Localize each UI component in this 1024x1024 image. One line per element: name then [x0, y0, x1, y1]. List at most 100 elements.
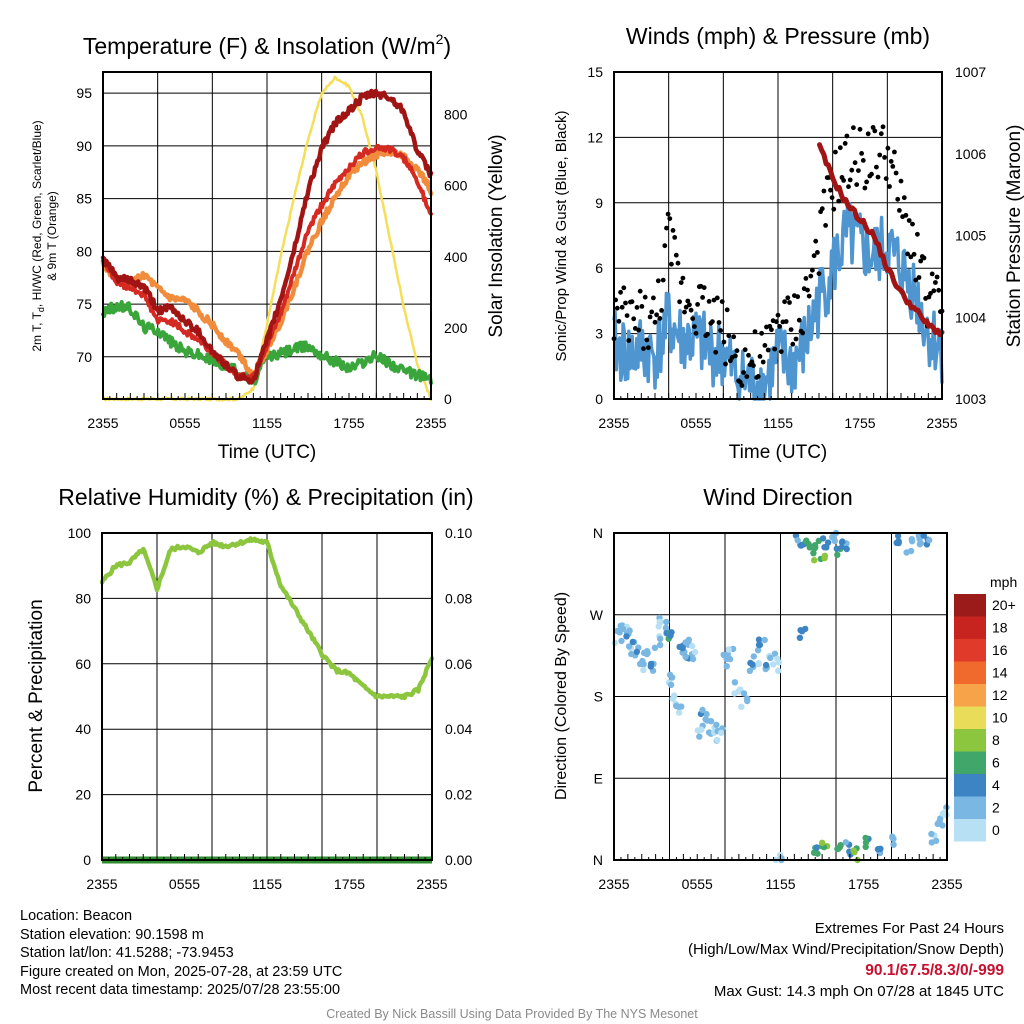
- direction-point: [895, 539, 902, 547]
- gust-point: [623, 300, 628, 306]
- gust-point: [783, 319, 789, 324]
- gust-point: [614, 305, 620, 311]
- gust-point: [782, 299, 787, 305]
- gust-point: [901, 195, 907, 201]
- gust-point: [742, 347, 748, 353]
- direction-point: [651, 644, 659, 651]
- gust-point: [619, 304, 625, 310]
- legend-swatch: [954, 706, 986, 729]
- gust-point: [918, 258, 924, 264]
- direction-point: [839, 538, 846, 545]
- direction-point: [617, 622, 624, 629]
- direction-point: [813, 844, 820, 851]
- legend-swatch: [954, 684, 986, 707]
- wind-y2label: Station Pressure (Maroon): [1004, 125, 1024, 348]
- max-gust: Max Gust: 14.3 mph On 07/28 at 1845 UTC: [713, 983, 1004, 1000]
- legend-label: 16: [992, 642, 1008, 658]
- station-location: Location: Beacon: [20, 908, 133, 924]
- rh-xtick-label: 2355: [416, 876, 447, 892]
- direction-point: [655, 623, 662, 630]
- gust-point: [854, 182, 860, 188]
- legend-swatch: [954, 594, 986, 617]
- gust-point: [844, 133, 850, 139]
- direction-point: [689, 655, 697, 663]
- gust-point: [714, 295, 720, 301]
- dir-xtick-label: 2355: [931, 876, 962, 892]
- direction-point: [928, 830, 935, 838]
- rh-xtick-label: 1155: [252, 876, 282, 892]
- gust-point: [831, 206, 837, 212]
- gust-point: [860, 158, 866, 163]
- gust-point: [769, 327, 774, 333]
- temp-panel: Temperature (F) & Insolation (W/m2) 2355…: [30, 31, 507, 463]
- rh-ytick-label: 60: [75, 656, 91, 672]
- gust-point: [731, 334, 737, 340]
- direction-point: [731, 679, 739, 686]
- direction-point: [821, 544, 828, 551]
- legend-swatch: [954, 774, 986, 797]
- gust-point: [851, 125, 856, 131]
- gust-point: [687, 302, 692, 308]
- extremes-values: 90.1/67.5/8.3/0/-999: [865, 962, 1004, 979]
- gust-point: [806, 293, 812, 299]
- gust-point: [755, 374, 761, 379]
- direction-point: [796, 634, 804, 641]
- direction-point: [725, 646, 732, 653]
- direction-point: [747, 659, 754, 667]
- gust-point: [805, 287, 810, 293]
- rh-xtick-label: 2355: [86, 876, 117, 892]
- gust-point: [646, 345, 651, 351]
- gust-point: [777, 324, 782, 329]
- wind-ytick-label: 3: [595, 326, 603, 342]
- direction-point: [850, 847, 857, 854]
- direction-point: [806, 544, 813, 551]
- legend-label: 20+: [992, 597, 1016, 613]
- direction-point: [755, 660, 762, 667]
- gust-point: [836, 198, 842, 204]
- direction-point: [691, 648, 699, 656]
- gust-point: [788, 327, 794, 332]
- gust-point: [887, 184, 892, 189]
- gust-point: [878, 131, 884, 137]
- gust-point: [651, 295, 656, 301]
- dir-xtick-label: 2355: [598, 876, 629, 892]
- gust-point: [872, 128, 878, 134]
- direction-point: [713, 721, 720, 729]
- gust-point: [857, 126, 863, 132]
- gust-point: [837, 145, 843, 151]
- dir-ytick-label: W: [590, 607, 604, 623]
- direction-point: [819, 839, 826, 846]
- gust-point: [882, 155, 887, 160]
- gust-point: [908, 254, 914, 260]
- gust-point: [890, 164, 896, 169]
- gust-point: [665, 211, 671, 217]
- wind-xlabel: Time (UTC): [729, 442, 828, 463]
- gust-point: [739, 383, 745, 388]
- gust-point: [721, 339, 727, 345]
- gust-point: [795, 294, 801, 300]
- direction-point: [889, 834, 896, 842]
- gust-point: [652, 319, 658, 325]
- gust-point: [741, 370, 746, 375]
- temp-xlabel: Time (UTC): [218, 442, 317, 463]
- gust-point: [700, 295, 705, 300]
- legend-label: 10: [992, 710, 1008, 726]
- dir-ytick-label: N: [593, 525, 603, 541]
- dir-legend: 20+ 18 16 14 12 10 8 6 4 2 0: [954, 594, 1016, 842]
- direction-point: [668, 629, 675, 636]
- rh-xtick-label: 0555: [169, 876, 200, 892]
- gust-point: [757, 354, 763, 359]
- gust-point: [705, 331, 710, 337]
- wind-ylabel: Sonic/Prop Wind & Gust (Blue, Black): [553, 111, 570, 362]
- gust-point: [624, 313, 630, 318]
- wind-title: Winds (mph) & Pressure (mb): [626, 23, 930, 49]
- direction-point: [740, 690, 748, 697]
- temp-y2tick-label: 200: [444, 320, 468, 336]
- direction-point: [762, 661, 770, 669]
- gust-point: [772, 346, 778, 352]
- temp-ytick-label: 75: [76, 296, 92, 312]
- gust-point: [673, 252, 679, 258]
- wind-y2tick-label: 1007: [955, 64, 986, 80]
- dir-series: [611, 529, 950, 864]
